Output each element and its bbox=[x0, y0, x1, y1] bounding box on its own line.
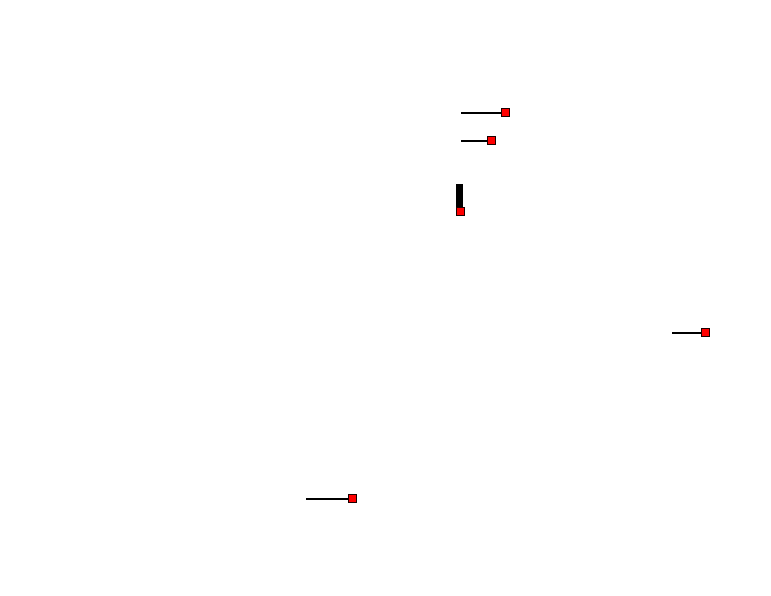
endpoint-handle[interactable] bbox=[501, 108, 510, 117]
endpoint-handle[interactable] bbox=[456, 207, 465, 216]
endpoint-handle[interactable] bbox=[487, 136, 496, 145]
endpoint-handle[interactable] bbox=[348, 494, 357, 503]
leader-line-horizontal bbox=[672, 332, 705, 334]
leader-line-horizontal bbox=[461, 112, 505, 114]
leader-line-vertical bbox=[456, 184, 463, 212]
leader-line-horizontal bbox=[461, 140, 491, 142]
leader-line-horizontal bbox=[306, 498, 352, 500]
endpoint-handle[interactable] bbox=[701, 328, 710, 337]
